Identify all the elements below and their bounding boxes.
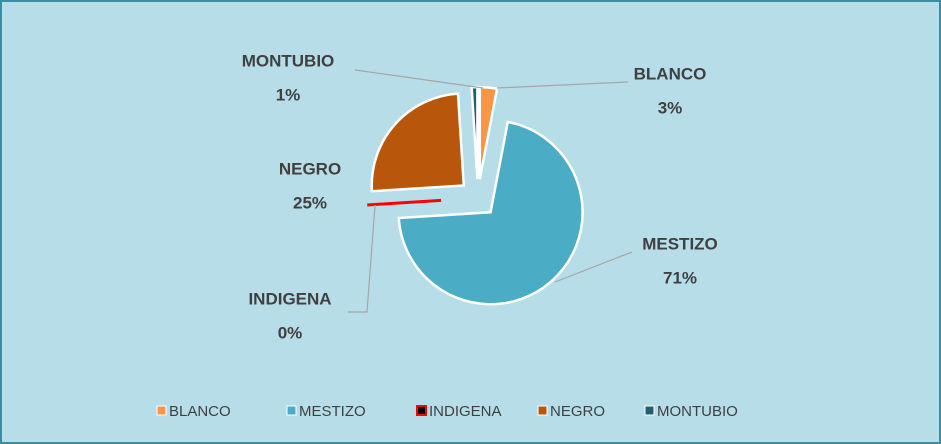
leader-line: [348, 204, 376, 313]
pie-slice: [370, 92, 466, 193]
data-label-category: NEGRO: [279, 159, 341, 178]
legend-marker: [416, 405, 427, 416]
pie-slice: [367, 198, 442, 207]
legend-label: BLANCO: [169, 403, 231, 420]
data-label-value: 0%: [278, 323, 303, 342]
legend-label: NEGRO: [550, 403, 605, 420]
data-label-value: 71%: [663, 268, 697, 287]
legend-marker: [644, 405, 655, 416]
legend-label: INDIGENA: [429, 403, 502, 420]
legend-marker: [537, 405, 548, 416]
leader-line: [354, 69, 484, 89]
data-label-category: MESTIZO: [642, 234, 718, 253]
legend-label: MONTUBIO: [657, 403, 738, 420]
pie-slice: [397, 120, 584, 306]
leader-line: [496, 81, 629, 89]
legend-label: MESTIZO: [299, 403, 366, 420]
data-label-category: INDIGENA: [248, 289, 331, 308]
legend-marker: [286, 405, 297, 416]
data-label-category: BLANCO: [634, 64, 707, 83]
data-label-category: MONTUBIO: [242, 51, 335, 70]
legend-marker: [156, 405, 167, 416]
leader-line: [554, 251, 633, 283]
data-label-value: 1%: [276, 85, 301, 104]
data-label-value: 3%: [658, 98, 683, 117]
data-label-value: 25%: [293, 193, 327, 212]
